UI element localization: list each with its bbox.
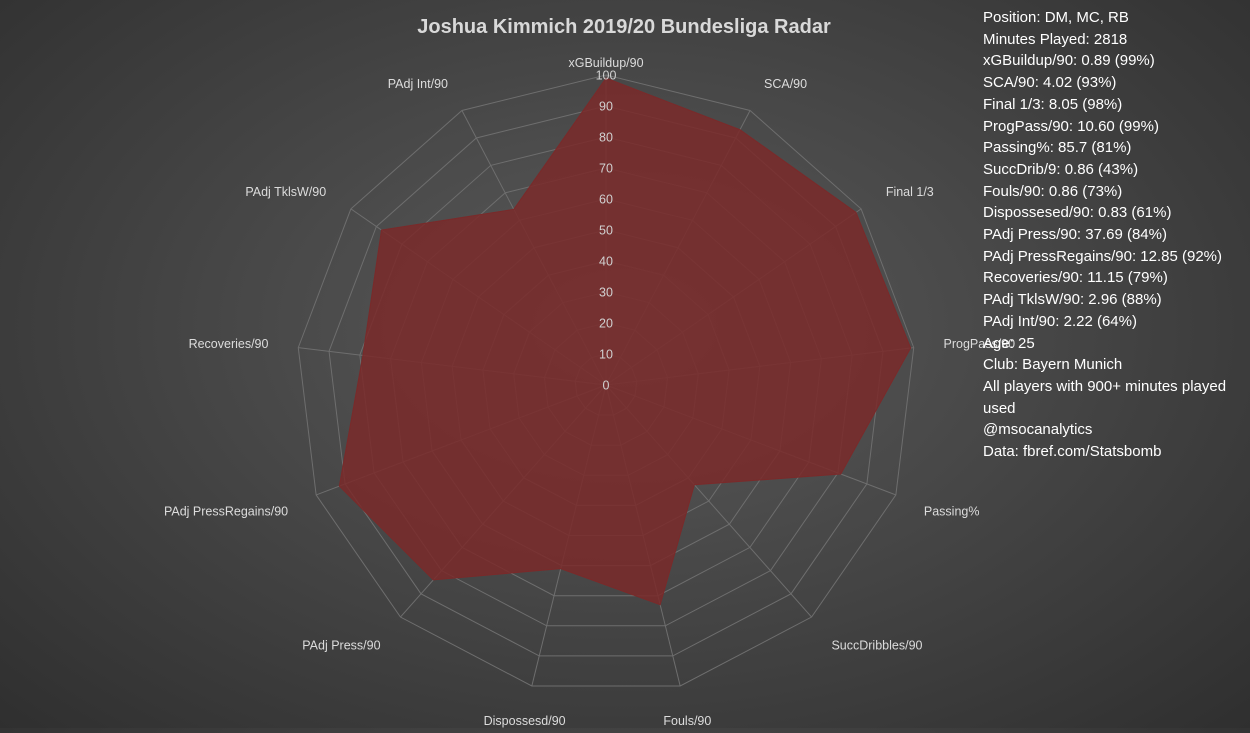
chart-title: Joshua Kimmich 2019/20 Bundesliga Radar [417, 16, 831, 38]
grid-ring-100 [297, 74, 915, 687]
radial-ticks: 0 10 20 30 40 50 60 70 80 90 100 [596, 69, 617, 393]
axis-label-progpass-90: ProgPass/90 [944, 337, 1016, 351]
axis-label-sca-90: SCA/90 [764, 77, 807, 91]
info-line: Age: 25 [983, 334, 1035, 352]
axis-label-padj-tklsw-90: PAdj TklsW/90 [245, 185, 326, 199]
info-line: Fouls/90: 0.86 (73%) [983, 182, 1123, 200]
tick-label-90: 90 [599, 100, 613, 114]
info-line: PAdj PressRegains/90: 12.85 (92%) [983, 247, 1223, 265]
axis-label-recoveries-90: Recoveries/90 [189, 337, 269, 351]
axis-label-padj-int-90: PAdj Int/90 [388, 77, 448, 91]
info-line: Club: Bayern Munich [983, 356, 1123, 374]
tick-label-10: 10 [599, 348, 613, 362]
tick-label-0: 0 [603, 379, 610, 393]
tick-label-30: 30 [599, 286, 613, 300]
info-line: SuccDrib/9: 0.86 (43%) [983, 160, 1139, 178]
tick-label-70: 70 [599, 162, 613, 176]
info-line: Position: DM, MC, RB [983, 9, 1129, 26]
axis-label-final-1-3: Final 1/3 [886, 185, 934, 199]
info-line: PAdj Int/90: 2.22 (64%) [983, 312, 1137, 330]
radar-series-area-0 [338, 77, 912, 606]
info-line: Data: fbref.com/Statsbomb [983, 443, 1162, 461]
info-line: All players with 900+ minutes played use… [983, 377, 1227, 417]
info-line: ProgPass/90: 10.60 (99%) [983, 117, 1159, 135]
tick-label-100: 100 [596, 69, 617, 83]
info-line: SCA/90: 4.02 (93%) [983, 74, 1117, 92]
axis-label-succdribbles-90: SuccDribbles/90 [831, 638, 922, 652]
tick-label-20: 20 [599, 317, 613, 331]
info-line: Recoveries/90: 11.15 (79%) [983, 269, 1168, 287]
info-line: PAdj TklsW/90: 2.96 (88%) [983, 291, 1162, 309]
tick-label-40: 40 [599, 255, 613, 269]
radar-series [338, 77, 912, 606]
axis-label-fouls-90: Fouls/90 [663, 714, 711, 728]
axis-label-dispossesd-90: Dispossesd/90 [484, 714, 566, 728]
info-line: Passing%: 85.7 (81%) [983, 139, 1132, 157]
info-line: Final 1/3: 8.05 (98%) [983, 95, 1123, 113]
info-line: xGBuildup/90: 0.89 (99%) [983, 52, 1155, 70]
info-line: PAdj Press/90: 37.69 (84%) [983, 226, 1167, 244]
axis-labels: xGBuildup/90 SCA/90 Final 1/3 ProgPass/90 Pa… [164, 56, 1015, 728]
tick-label-80: 80 [599, 131, 613, 145]
axis-label-padj-press-90: PAdj Press/90 [302, 638, 380, 652]
axis-label-xgbuildup-90: xGBuildup/90 [568, 56, 643, 70]
axis-label-passing: Passing% [924, 505, 980, 519]
info-line: Minutes Played: 2818 [983, 30, 1128, 48]
player-info-panel: Position: DM, MC, RB Minutes Played: 2818… [983, 7, 1245, 463]
axis-label-padj-pressregains-90: PAdj PressRegains/90 [164, 505, 288, 519]
tick-label-60: 60 [599, 193, 613, 207]
tick-label-50: 50 [599, 224, 613, 238]
info-line: @msocanalytics [983, 421, 1093, 439]
info-line: Dispossesed/90: 0.83 (61%) [983, 204, 1172, 222]
